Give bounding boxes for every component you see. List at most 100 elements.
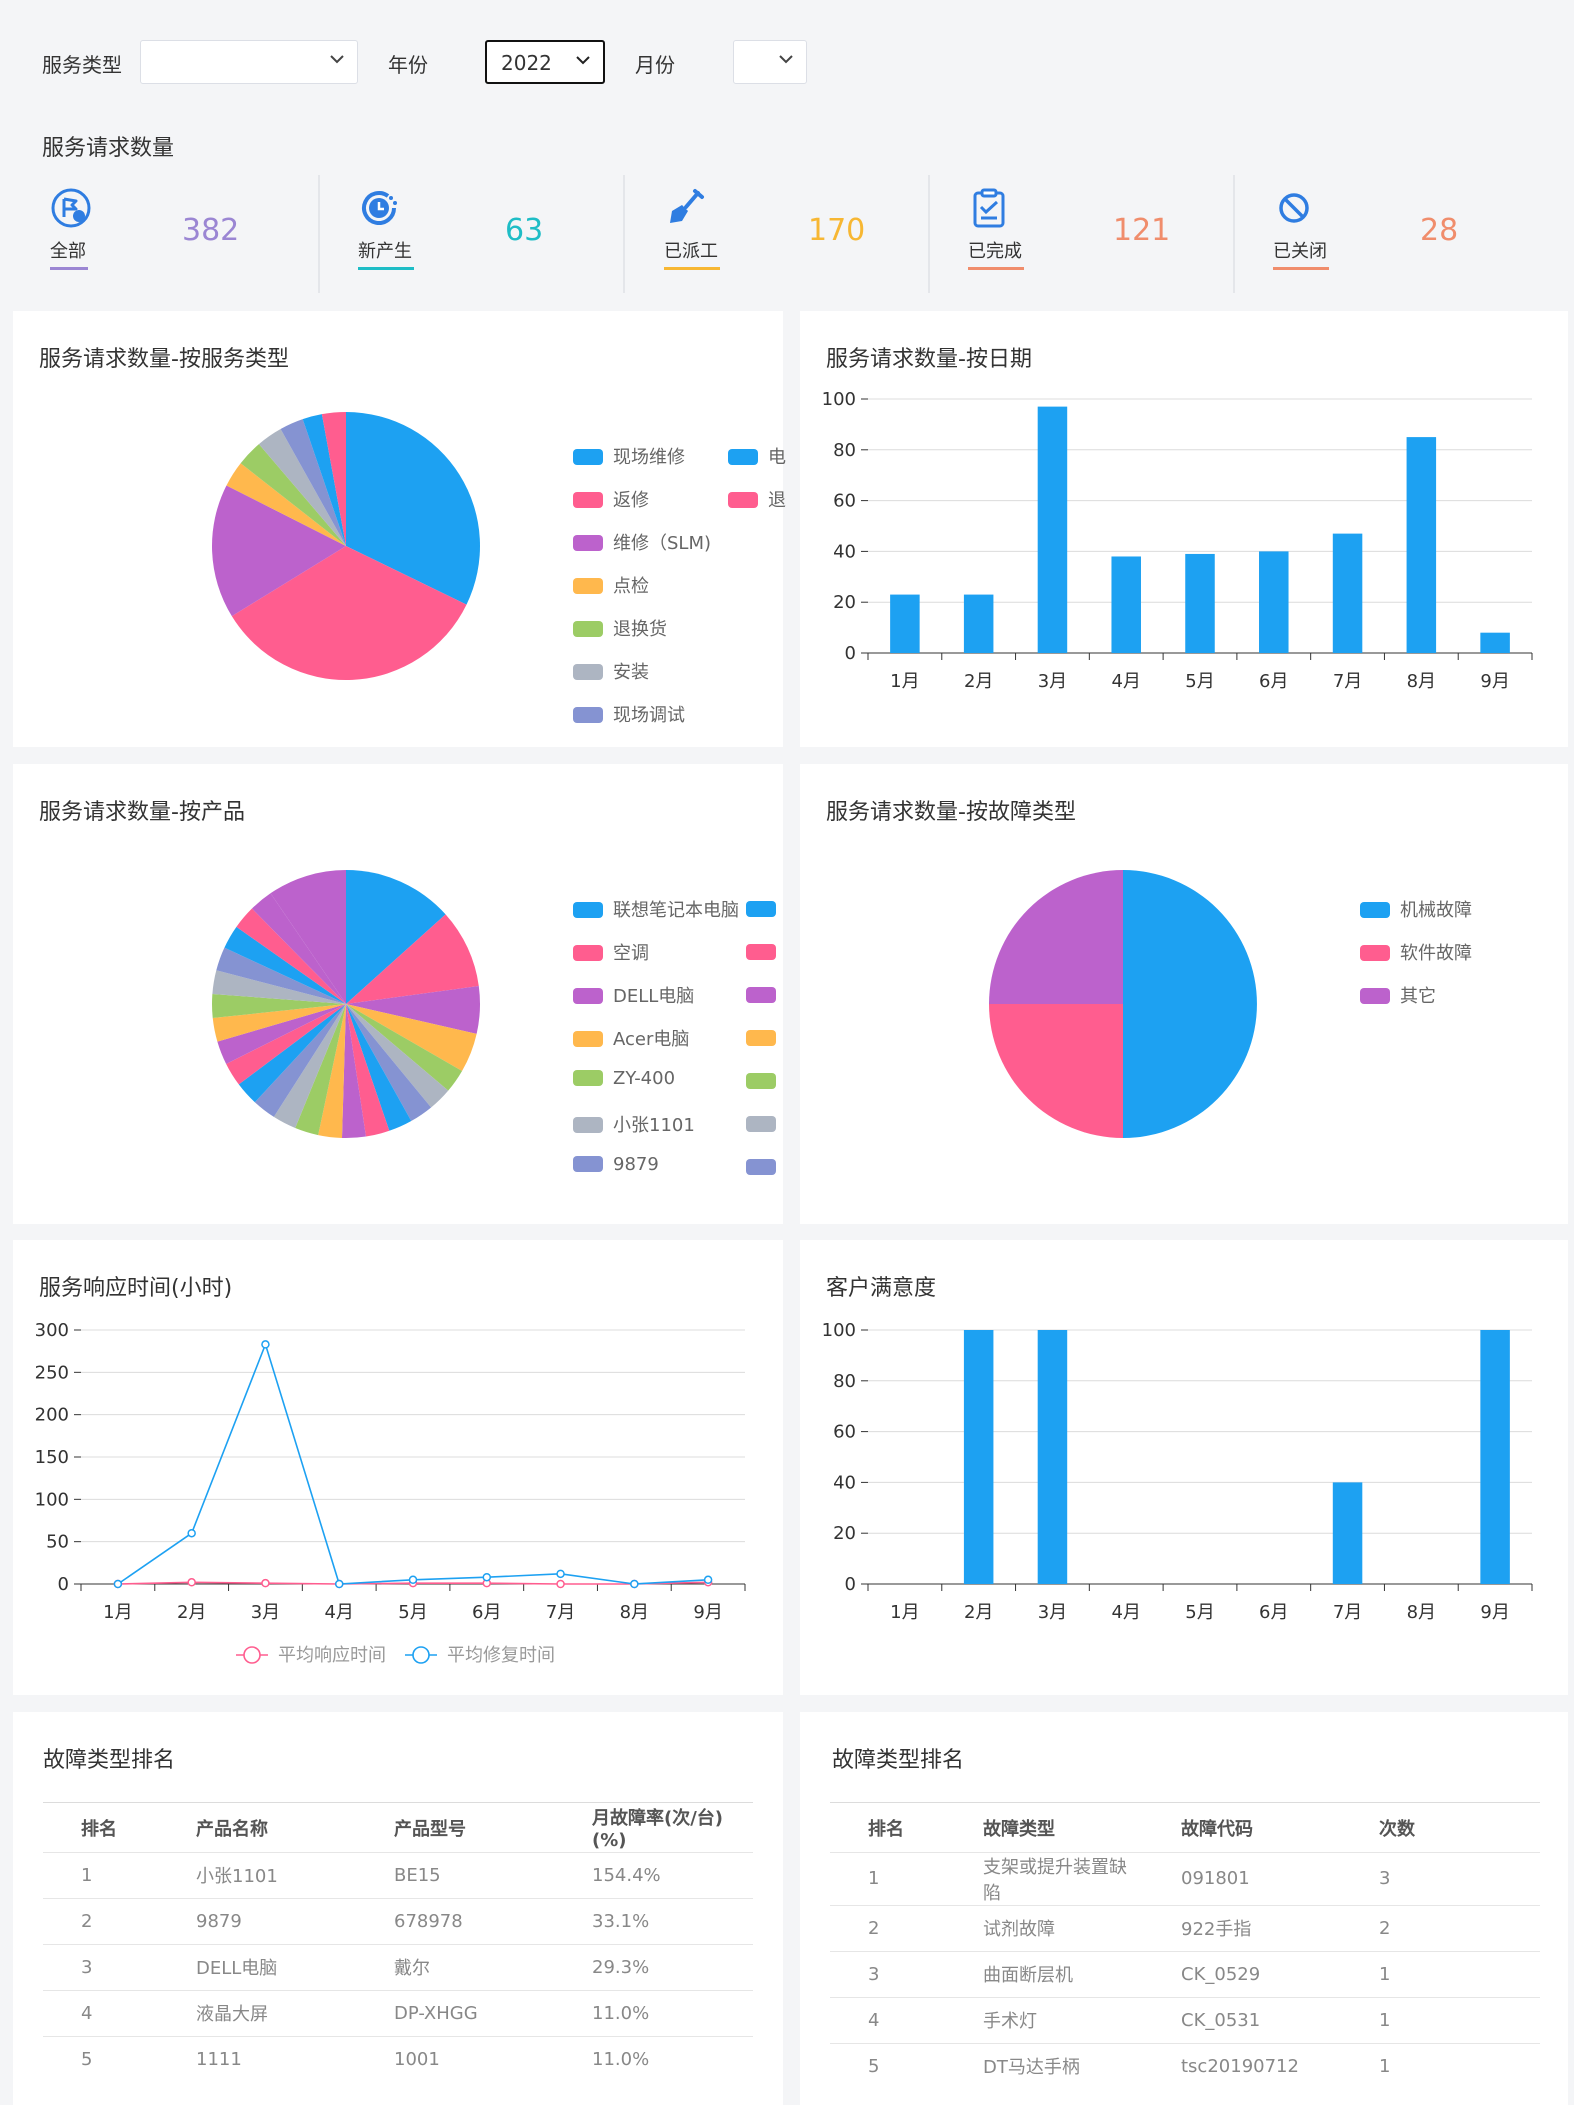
pie-slice[interactable] — [251, 893, 346, 1004]
pie-slice[interactable] — [240, 444, 346, 546]
legend-item[interactable]: Acer电脑 — [573, 1025, 689, 1051]
pie-slice[interactable] — [346, 1004, 390, 1137]
data-point[interactable] — [187, 1578, 196, 1587]
legend-item[interactable]: 安装 — [573, 658, 649, 684]
legend-item[interactable]: 维修（SLM) — [573, 529, 711, 555]
pie-slice[interactable] — [346, 986, 481, 1034]
data-point[interactable] — [113, 1579, 123, 1589]
pie-slice[interactable] — [212, 993, 346, 1019]
bar[interactable] — [1037, 1330, 1068, 1584]
pie-slice[interactable] — [346, 412, 480, 605]
pie-slice[interactable] — [226, 463, 346, 546]
bar[interactable] — [1332, 1482, 1363, 1584]
legend-item[interactable]: 机械故障 — [1360, 896, 1472, 922]
pie-slice[interactable] — [989, 1004, 1123, 1138]
legend-item[interactable]: 联想笔记本电脑 — [573, 896, 739, 922]
table-row[interactable]: 2 9879 678978 33.1% — [43, 1897, 753, 1944]
pie-slice[interactable] — [346, 1004, 412, 1131]
pie-slice[interactable] — [212, 970, 346, 1004]
legend-item[interactable]: 空调 — [573, 939, 649, 965]
data-point[interactable] — [408, 1575, 418, 1585]
legend-item[interactable]: 软件故障 — [1360, 939, 1472, 965]
legend-item[interactable]: 平均修复时间 — [405, 1645, 555, 1666]
bar[interactable] — [890, 594, 920, 653]
table-row[interactable]: 5 DT马达手柄 tsc20190712 1 — [830, 2042, 1540, 2089]
table-row[interactable]: 3 DELL电脑 戴尔 29.3% — [43, 1943, 753, 1990]
bar[interactable] — [1037, 406, 1068, 653]
legend-item[interactable]: 点检 — [573, 572, 649, 598]
year-select[interactable]: 2022 — [485, 40, 605, 84]
month-select[interactable] — [733, 40, 807, 84]
table-row[interactable]: 3 曲面断层机 CK_0529 1 — [830, 1950, 1540, 1997]
series-line[interactable] — [117, 1341, 709, 1585]
data-point[interactable] — [187, 1528, 196, 1538]
pie-slice[interactable] — [216, 947, 346, 1004]
pie-slice[interactable] — [226, 1004, 346, 1085]
table-row[interactable]: 5 1111 1001 11.0% — [43, 2035, 753, 2082]
pie-slice[interactable] — [321, 412, 346, 546]
table-row[interactable]: 2 试剂故障 922手指 2 — [830, 1904, 1540, 1951]
kpi-dispatched[interactable]: 已派工 170 — [656, 175, 916, 293]
pie-slice[interactable] — [346, 1004, 449, 1108]
legend-item[interactable]: 电 — [728, 443, 786, 469]
pie-slice[interactable] — [1123, 870, 1257, 1138]
data-point[interactable] — [261, 1578, 270, 1588]
legend-item[interactable]: 平均响应时间 — [236, 1645, 386, 1666]
pie-slice[interactable] — [231, 546, 467, 680]
kpi-completed[interactable]: 已完成 121 — [960, 175, 1220, 293]
pie-slice[interactable] — [318, 1004, 346, 1138]
bar[interactable] — [1111, 556, 1141, 653]
bar[interactable] — [1332, 533, 1363, 653]
kpi-closed[interactable]: 已关闭 28 — [1265, 175, 1525, 293]
legend-item[interactable]: 退 — [728, 486, 786, 512]
bar[interactable] — [963, 1330, 994, 1584]
pie-slice[interactable] — [238, 1004, 346, 1103]
data-point[interactable] — [630, 1579, 639, 1589]
data-point[interactable] — [261, 1340, 270, 1349]
kpi-new[interactable]: 新产生 63 — [350, 175, 610, 293]
bar[interactable] — [963, 594, 994, 653]
pie-slice[interactable] — [236, 908, 346, 1004]
pie-slice[interactable] — [212, 1004, 346, 1042]
service-type-select[interactable] — [140, 40, 358, 84]
data-point[interactable] — [482, 1572, 492, 1582]
pie-slice[interactable] — [295, 1004, 346, 1136]
legend-item[interactable]: 退换货 — [573, 615, 667, 641]
bar[interactable] — [1480, 1330, 1510, 1584]
legend-item[interactable]: 其它 — [1360, 982, 1436, 1008]
legend-item[interactable]: 9879 — [573, 1154, 659, 1175]
legend-item[interactable]: 返修 — [573, 486, 649, 512]
pie-slice[interactable] — [346, 870, 446, 1004]
table-row[interactable]: 4 手术灯 CK_0531 1 — [830, 1996, 1540, 2043]
legend-item[interactable]: 现场维修 — [573, 443, 685, 469]
bar[interactable] — [1185, 553, 1215, 653]
bar[interactable] — [1480, 632, 1510, 653]
pie-slice[interactable] — [270, 870, 346, 1004]
table-row[interactable]: 1 支架或提升装置缺陷 091801 3 — [830, 1851, 1540, 1905]
pie-slice[interactable] — [346, 1004, 477, 1071]
legend-item[interactable]: 小张1101 — [573, 1111, 695, 1137]
data-point[interactable] — [334, 1579, 344, 1589]
pie-slice[interactable] — [302, 414, 346, 546]
pie-slice[interactable] — [346, 1004, 432, 1122]
pie-slice[interactable] — [212, 485, 346, 617]
pie-slice[interactable] — [254, 1004, 346, 1117]
pie-slice[interactable] — [341, 1004, 366, 1138]
data-point[interactable] — [556, 1579, 565, 1589]
table-row[interactable]: 4 液晶大屏 DP-XHGG 11.0% — [43, 1989, 753, 2036]
kpi-all[interactable]: 全部 382 — [42, 175, 312, 293]
bar[interactable] — [1259, 551, 1289, 653]
legend-item[interactable]: DELL电脑 — [573, 982, 694, 1008]
pie-slice[interactable] — [989, 870, 1123, 1004]
pie-slice[interactable] — [217, 1004, 346, 1064]
pie-slice[interactable] — [280, 419, 346, 546]
legend-item[interactable]: 现场调试 — [573, 701, 685, 727]
pie-slice[interactable] — [346, 1004, 463, 1091]
data-point[interactable] — [703, 1575, 713, 1585]
pie-slice[interactable] — [346, 914, 479, 1004]
pie-slice[interactable] — [273, 1004, 346, 1128]
pie-slice[interactable] — [224, 926, 346, 1004]
pie-slice[interactable] — [258, 429, 346, 546]
data-point[interactable] — [556, 1569, 565, 1579]
legend-item[interactable]: ZY-400 — [573, 1068, 675, 1089]
